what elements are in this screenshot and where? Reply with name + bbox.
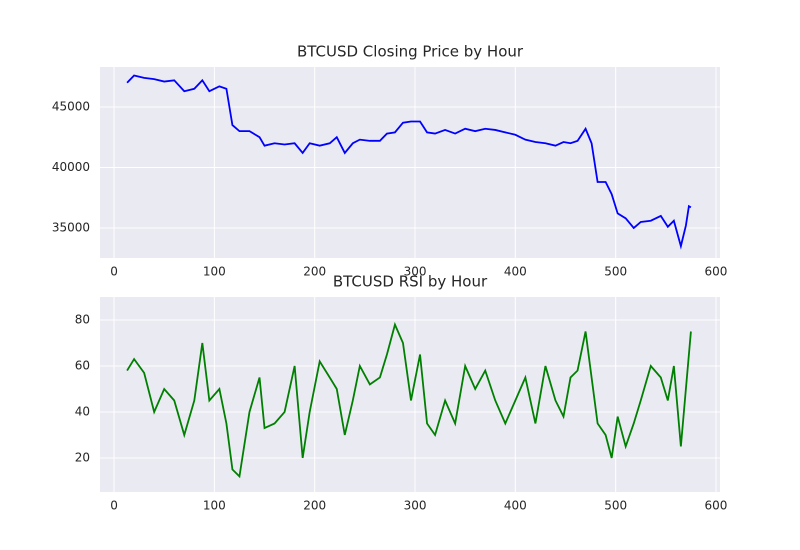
x-tick-label: 200 — [303, 499, 326, 513]
y-tick-label: 20 — [75, 450, 90, 464]
x-tick-label: 500 — [604, 499, 627, 513]
x-tick-label: 400 — [504, 265, 527, 279]
x-tick-label: 0 — [110, 265, 118, 279]
y-tick-label: 40000 — [52, 160, 90, 174]
y-tick-label: 60 — [75, 358, 90, 372]
x-tick-label: 600 — [705, 265, 728, 279]
x-tick-label: 200 — [303, 265, 326, 279]
x-tick-label: 300 — [404, 265, 427, 279]
y-tick-label: 35000 — [52, 220, 90, 234]
x-tick-label: 600 — [705, 499, 728, 513]
x-tick-label: 100 — [203, 499, 226, 513]
chart-title: BTCUSD RSI by Hour — [333, 273, 488, 291]
chart-title: BTCUSD Closing Price by Hour — [297, 43, 524, 61]
price-line — [126, 74, 692, 250]
x-tick-label: 100 — [203, 265, 226, 279]
x-tick-label: 500 — [604, 265, 627, 279]
x-tick-label: 400 — [504, 499, 527, 513]
plot-area — [100, 67, 720, 258]
y-tick-label: 40 — [75, 404, 90, 418]
x-tick-label: 0 — [110, 499, 118, 513]
price-line — [126, 321, 692, 479]
y-tick-label: 80 — [75, 312, 90, 326]
x-tick-label: 300 — [404, 499, 427, 513]
y-tick-label: 45000 — [52, 99, 90, 113]
